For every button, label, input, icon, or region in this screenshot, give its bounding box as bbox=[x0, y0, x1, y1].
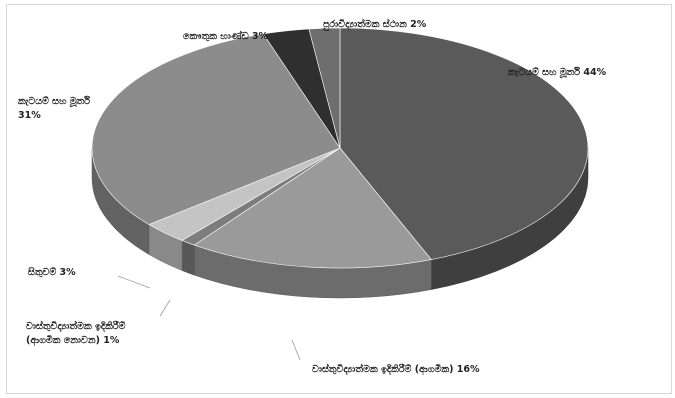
slice-label-carvings-31: කැටයම් සහ මූර්ති 31% bbox=[18, 94, 91, 121]
slice-0-top bbox=[339, 27, 589, 260]
slice-label-antiquities-3: කෞතුක භාණ්ඩ 3% bbox=[183, 29, 269, 42]
slice-label-nonreligious-1: වාස්තුවිද්‍යාත්මක ඉදිකිරීම් (ආගමික නොවන) … bbox=[26, 319, 126, 347]
slice-1-top bbox=[193, 147, 432, 269]
slice-label-carvings-44: කැටයම් සහ මූර්ති 44% bbox=[508, 65, 607, 79]
leader-line-paintings bbox=[117, 275, 151, 289]
slice-4-top bbox=[91, 33, 341, 225]
slice-labels: කැටයම් සහ මූර්ති 44% වාස්තුවිද්‍යාත්මක ඉ… bbox=[18, 17, 607, 376]
leader-lines bbox=[117, 275, 301, 361]
slice-2-side bbox=[181, 240, 195, 276]
slice-6-top bbox=[308, 27, 341, 149]
pie-sides bbox=[91, 147, 589, 299]
pie-slices bbox=[91, 27, 589, 269]
leader-line-religious bbox=[291, 339, 301, 361]
slice-label-paintings-3: සිතුවම් 3% bbox=[28, 265, 76, 278]
leader-line-nonreligious bbox=[159, 299, 171, 317]
slice-label-sites-2: පුරාවිද්‍යාත්මක ස්ථාන 2% bbox=[322, 17, 426, 31]
slice-label-religious-16: වාස්තුවිද්‍යාත්මක ඉදිකිරීම් (ආගමික) 16% bbox=[312, 362, 480, 376]
